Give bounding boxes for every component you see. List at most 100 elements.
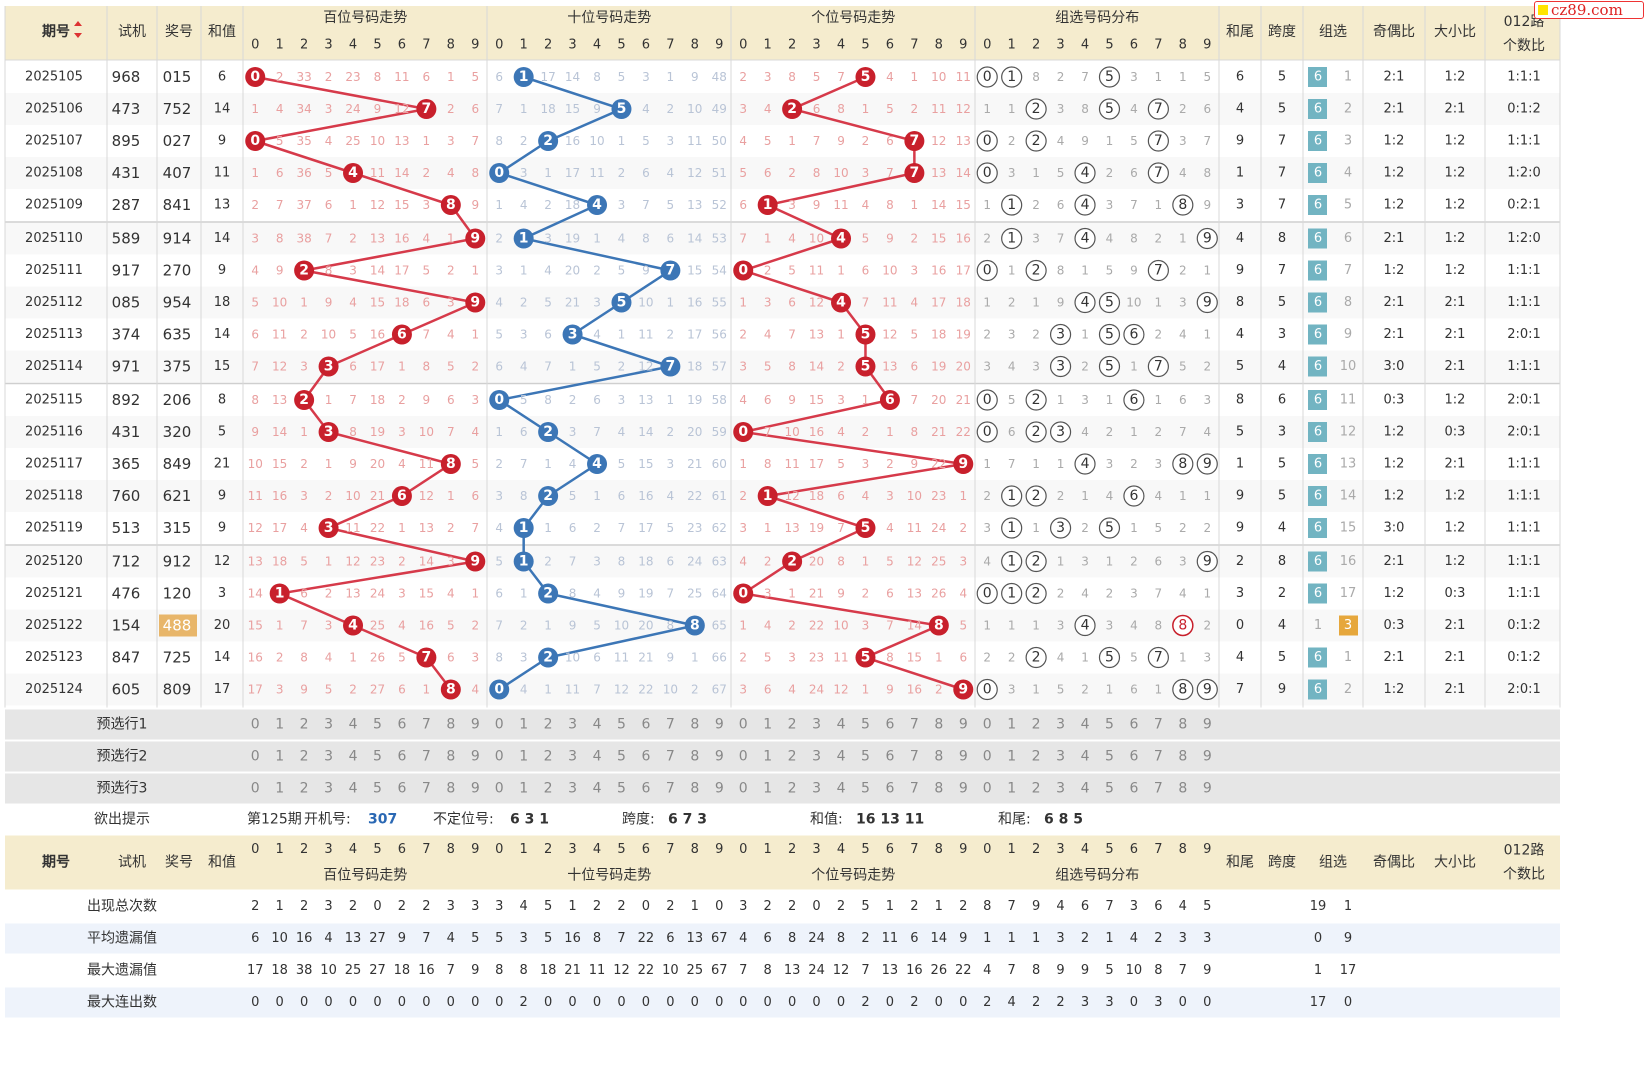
- stats-label: 最大连出数: [87, 995, 157, 1011]
- miss-value: 18: [394, 296, 409, 310]
- draw-number: 375: [163, 358, 192, 376]
- miss-value: 6: [423, 296, 431, 310]
- miss-value: 2: [862, 425, 870, 439]
- issue-number: 2025111: [25, 263, 83, 278]
- zuxuan-digit: 5: [1105, 295, 1114, 311]
- header-digit: 5: [1105, 38, 1113, 53]
- miss-value: 3: [739, 102, 747, 116]
- zuxuan-digit: 4: [1081, 231, 1090, 247]
- miss-value: 10: [663, 683, 678, 697]
- zu6-value: 14: [1340, 489, 1357, 504]
- stats-value: 0: [324, 995, 332, 1010]
- zuxuan-miss: 3: [983, 521, 991, 535]
- miss-value: 10: [419, 425, 434, 439]
- hint-hewei: 6 8 5: [1044, 812, 1083, 828]
- miss-value: 1: [667, 70, 675, 84]
- zuxuan-digit: 5: [1105, 359, 1114, 375]
- zuxuan-digit: 1: [1007, 586, 1016, 602]
- hewei-value: 5: [1236, 425, 1244, 440]
- miss-value: 11: [687, 134, 702, 148]
- stats-value: 4: [739, 931, 747, 946]
- miss-value: 1: [935, 651, 943, 665]
- header-digit: 5: [617, 38, 625, 53]
- stats-value: 7: [1105, 899, 1113, 914]
- miss-value: 4: [471, 425, 479, 439]
- header-qihao: 期号: [42, 24, 70, 40]
- site-logo[interactable]: cz89.com: [1534, 1, 1644, 19]
- miss-value: 4: [764, 102, 772, 116]
- zuxuan-miss: 1: [983, 198, 991, 212]
- miss-value: 21: [931, 425, 946, 439]
- issue-number: 2025117: [25, 457, 83, 472]
- zuxuan-miss: 6: [1179, 393, 1187, 407]
- footer-jiou: 奇偶比: [1373, 854, 1415, 871]
- ball-ge: [953, 679, 974, 700]
- lu012-value: 1:1:1: [1507, 457, 1541, 472]
- miss-value: 13: [784, 521, 799, 535]
- stats-value: 2: [959, 899, 967, 914]
- stats-value: 3: [739, 899, 747, 914]
- preselect-digit: 1: [275, 781, 284, 797]
- miss-value: 8: [813, 166, 821, 180]
- miss-value: 18: [956, 296, 971, 310]
- test-number: 760: [112, 487, 141, 505]
- miss-value: 3: [251, 232, 259, 246]
- header-zone-title: 十位号码走势: [567, 10, 651, 26]
- preselect-digit: 9: [471, 749, 480, 765]
- zuxuan-miss: 3: [1032, 232, 1040, 246]
- issue-number: 2025105: [25, 70, 83, 85]
- footer-digit: 4: [593, 842, 601, 857]
- preselect-digit: 6: [885, 717, 894, 733]
- preselect-digit: 6: [885, 749, 894, 765]
- miss-value: 3: [495, 489, 503, 503]
- zuxuan-miss: 1: [1155, 393, 1163, 407]
- miss-value: 11: [248, 489, 263, 503]
- stats-value: 0: [666, 995, 674, 1010]
- ball-digit: 2: [787, 101, 797, 117]
- zu6-value: 6: [1344, 231, 1352, 246]
- miss-value: 1: [520, 102, 528, 116]
- ball-bai: [245, 131, 266, 151]
- miss-value: 8: [325, 264, 333, 278]
- ball-digit: 8: [446, 456, 456, 472]
- stats-value: 8: [983, 899, 991, 914]
- miss-value: 2: [300, 457, 308, 471]
- miss-value: 15: [638, 457, 653, 471]
- zuxuan-miss: 3: [1057, 619, 1065, 633]
- zuxuan-digit: 5: [1105, 650, 1114, 666]
- ball-shi: [513, 67, 534, 87]
- kuadu-value: 6: [1278, 393, 1286, 408]
- stats-value: 5: [471, 931, 479, 946]
- ball-shi: [684, 615, 705, 636]
- preselect-digit: 3: [812, 781, 821, 797]
- miss-value: 4: [618, 232, 626, 246]
- miss-value: 14: [907, 619, 922, 633]
- miss-value: 6: [764, 683, 772, 697]
- preselect-digit: 9: [959, 717, 968, 733]
- preselect-digit: 0: [495, 781, 504, 797]
- zuxuan-miss: 5: [1008, 393, 1016, 407]
- zuxuan-miss: 1: [1179, 70, 1187, 84]
- zuxuan-digit: 9: [1203, 295, 1212, 311]
- zuxuan-miss: 1: [1008, 102, 1016, 116]
- preselect-digit: 7: [1154, 717, 1163, 733]
- miss-value: 1: [862, 683, 870, 697]
- stats-value: 10: [1126, 963, 1143, 978]
- zu3-tag-bg: [1308, 356, 1327, 377]
- footer-digit: 6: [398, 842, 406, 857]
- miss-value: 59: [712, 425, 727, 439]
- zuxuan-miss: 1: [1106, 134, 1114, 148]
- miss-value: 1: [911, 198, 919, 212]
- stats-value: 2: [1081, 931, 1089, 946]
- miss-value: 13: [638, 393, 653, 407]
- miss-value: 3: [325, 102, 333, 116]
- miss-value: 51: [712, 166, 727, 180]
- preselect-digit: 2: [300, 781, 309, 797]
- row-bg: [5, 480, 1560, 512]
- miss-value: 21: [956, 393, 971, 407]
- ball-ge: [953, 454, 974, 474]
- stats-value: 13: [784, 963, 801, 978]
- miss-value: 2: [447, 102, 455, 116]
- zuxuan-miss: 3: [1130, 587, 1138, 601]
- miss-value: 5: [325, 166, 333, 180]
